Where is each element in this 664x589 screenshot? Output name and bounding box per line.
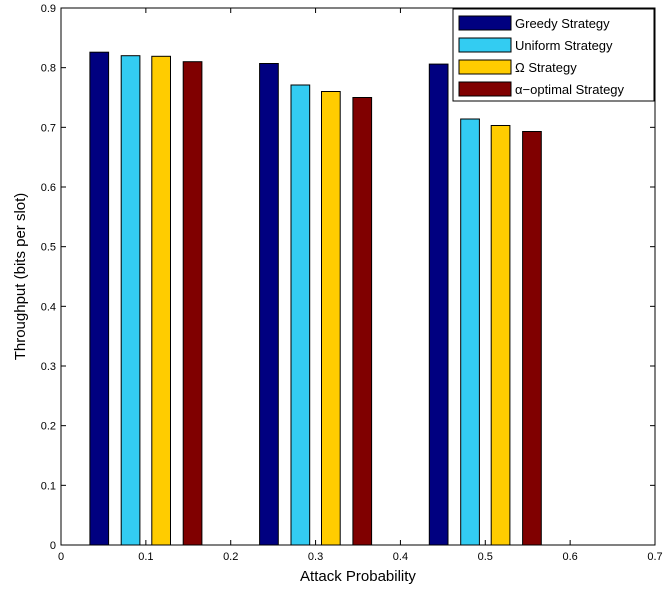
x-tick-label: 0.6: [562, 551, 577, 563]
y-tick-label: 0.8: [41, 63, 56, 75]
bar-alpha-optimal-2: [522, 131, 542, 546]
y-tick-label: 0.9: [41, 3, 56, 15]
y-tick-label: 0.1: [41, 480, 56, 492]
bar-uniform-1: [290, 84, 311, 546]
legend-swatch-1: [458, 37, 512, 53]
bar-greedy-0: [89, 51, 110, 546]
plot-frame: [60, 7, 656, 546]
bar-alpha-optimal-0: [182, 61, 203, 546]
y-tick-label: 0.5: [41, 242, 56, 254]
legend-swatch-2: [458, 59, 512, 75]
legend-swatch-0: [458, 15, 512, 31]
y-tick-label: 0.4: [41, 301, 56, 313]
y-axis-title: Throughput (bits per slot): [12, 193, 29, 361]
x-tick-label: 0.3: [308, 551, 323, 563]
bar-uniform-2: [460, 118, 480, 546]
bar-uniform-0: [120, 55, 141, 546]
x-tick-label: 0: [58, 551, 64, 563]
legend-label-3: α−optimal Strategy: [515, 82, 625, 97]
y-tick-label: 0.7: [41, 122, 56, 134]
legend: Greedy Strategy Uniform Strategy Ω Strateg…: [452, 8, 655, 102]
y-tick-label: 0: [50, 540, 56, 552]
x-tick-label: 0.2: [223, 551, 238, 563]
y-tick-label: 0.3: [41, 361, 56, 373]
bar-omega-0: [151, 55, 172, 546]
bar-alpha-optimal-1: [352, 97, 373, 546]
x-tick-label: 0.1: [138, 551, 153, 563]
legend-label-2: Ω Strategy: [515, 60, 577, 75]
bar-greedy-2: [428, 63, 449, 546]
legend-label-1: Uniform Strategy: [515, 38, 613, 53]
x-tick-label: 0.5: [478, 551, 493, 563]
x-tick-label: 0.4: [393, 551, 408, 563]
legend-label-0: Greedy Strategy: [515, 16, 610, 31]
x-axis-title: Attack Probability: [300, 568, 416, 585]
y-tick-label: 0.2: [41, 421, 56, 433]
y-tick-label: 0.6: [41, 182, 56, 194]
legend-swatch-3: [458, 81, 512, 97]
bar-greedy-1: [259, 63, 279, 546]
axes-layer: 0 0.1 0.2 0.3 0.4 0.5 0.6 0.7 0 0.1 0.2 0.3 0.4 0.5 0.…: [41, 3, 663, 563]
x-tick-label: 0.7: [647, 551, 662, 563]
bar-omega-2: [490, 125, 511, 546]
bar-omega-1: [321, 91, 341, 546]
bars-layer: [89, 51, 542, 546]
